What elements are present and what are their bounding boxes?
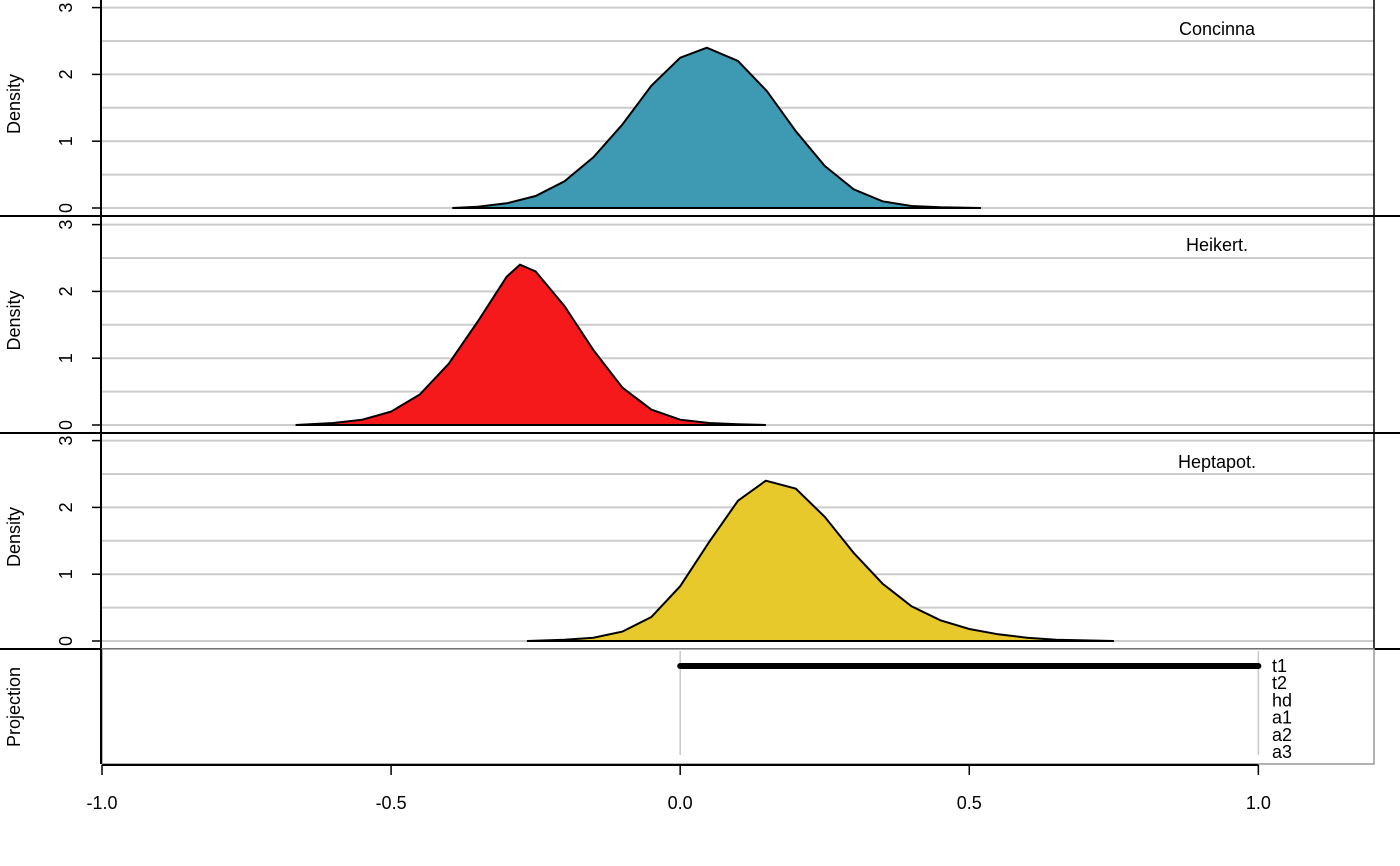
x-tick-label: 0.5 [957,793,982,813]
y-tick-label: 2 [56,69,76,79]
density-line [452,46,981,209]
y-tick-label: 0 [56,203,76,213]
y-tick-label: 3 [56,436,76,446]
x-axis: -1.0 -0.5 0.0 0.5 1.0 [86,764,1271,813]
y-tick-label: 2 [56,502,76,512]
density-area [452,47,981,209]
y-tick-label: 1 [56,136,76,146]
y-axis-label: Density [4,507,24,567]
projection-row-label: a2 [1272,725,1292,745]
x-tick-label: -0.5 [376,793,407,813]
projection-row-label: hd [1272,690,1292,710]
y-tick-label: 2 [56,286,76,296]
projection-row-label: a1 [1272,708,1292,728]
x-tick-label: 1.0 [1246,793,1271,813]
x-tick-label: -1.0 [86,793,117,813]
y-axis-label: Density [4,74,24,134]
y-axis-label: Density [4,290,24,350]
panel-label: Heptapot. [1178,452,1256,472]
panel-label: Concinna [1179,19,1256,39]
y-tick-label: 1 [56,353,76,363]
y-axis-label: Projection [4,667,24,747]
projection-row-label: t1 [1272,656,1287,676]
density-panel: 0 1 2 3 Density Heikert. [0,216,1400,434]
projection-row-label: t2 [1272,673,1287,693]
y-tick-label: 0 [56,420,76,430]
x-tick-label: 0.0 [668,793,693,813]
density-panel: 0 1 2 3 Density Concinna [0,0,1400,217]
panel-label: Heikert. [1186,235,1248,255]
projection-row-label: a3 [1272,742,1292,762]
y-tick-label: 3 [56,3,76,13]
density-area [295,264,766,425]
y-tick-label: 1 [56,569,76,579]
y-tick-label: 3 [56,220,76,230]
density-panel: 0 1 2 3 Density Heptapot. [0,433,1400,650]
density-area [526,480,1114,641]
density-line [295,263,766,426]
y-tick-label: 0 [56,636,76,646]
density-line [526,479,1114,642]
